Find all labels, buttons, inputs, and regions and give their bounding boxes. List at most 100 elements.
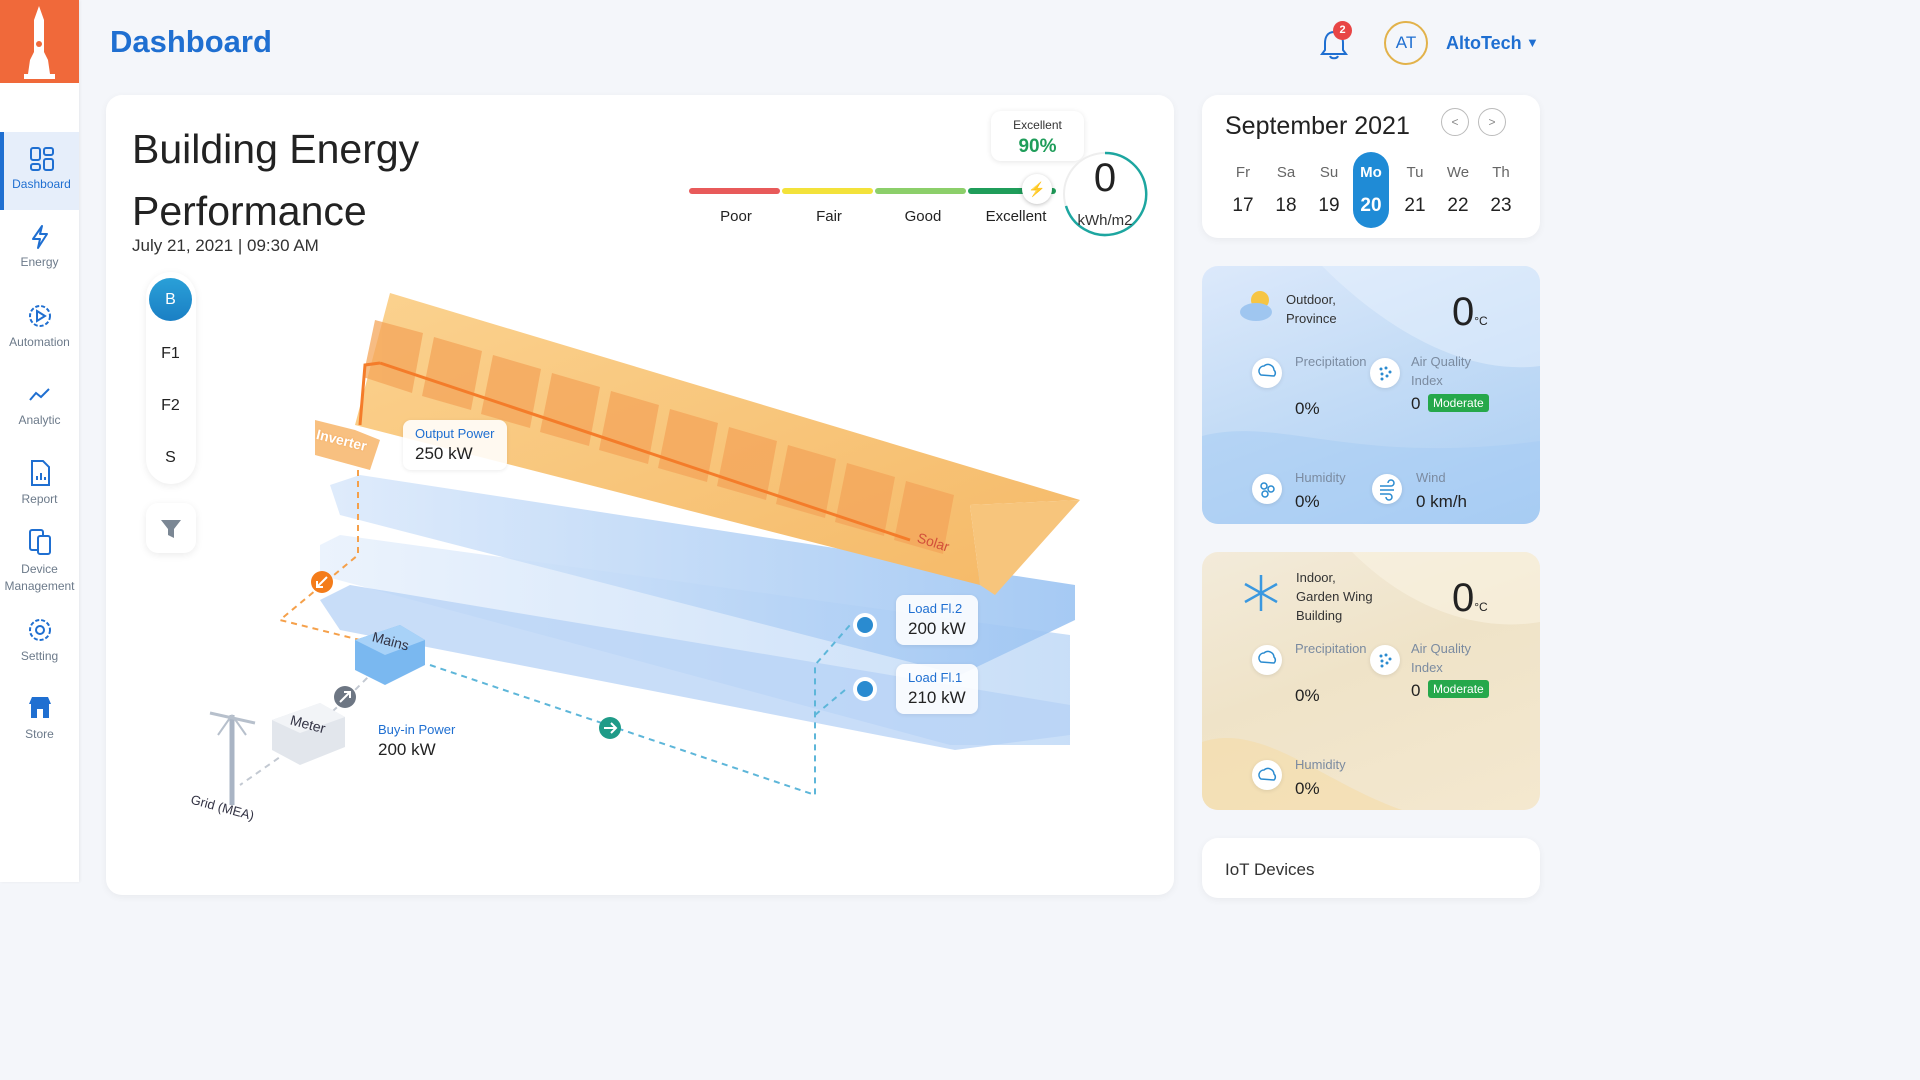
calendar-prev-button[interactable]: < bbox=[1441, 108, 1469, 136]
calendar-day[interactable]: Tu 21 bbox=[1397, 152, 1433, 228]
card-title: Building Energy Performance bbox=[132, 118, 552, 242]
sidebar-item-automation[interactable]: Automation bbox=[0, 302, 79, 349]
outdoor-location: Outdoor, Province bbox=[1286, 292, 1337, 326]
energy-gauge-ring bbox=[1063, 151, 1148, 237]
output-power-label: Output Power bbox=[415, 426, 495, 441]
day-date: 17 bbox=[1232, 195, 1254, 216]
sidebar-item-label-2: Management bbox=[4, 579, 75, 593]
scale-label-poor: Poor bbox=[720, 208, 752, 225]
bolt-icon bbox=[31, 225, 48, 249]
aqi-badge: Moderate bbox=[1428, 680, 1489, 698]
card-title-line2: Performance bbox=[132, 188, 367, 234]
solar-panels bbox=[363, 320, 954, 554]
rating-scale-bar bbox=[689, 188, 1056, 194]
scale-label-good: Good bbox=[904, 208, 942, 225]
air-quality-icon bbox=[1370, 358, 1400, 388]
snowflake-icon bbox=[1240, 572, 1282, 619]
calendar-day[interactable]: Sa 18 bbox=[1268, 152, 1304, 228]
wind-icon bbox=[1372, 474, 1402, 504]
chevron-down-icon[interactable]: ▼ bbox=[1526, 35, 1539, 50]
air-quality-icon bbox=[1370, 645, 1400, 675]
sidebar-item-analytic[interactable]: Analytic bbox=[0, 382, 79, 427]
day-name: We bbox=[1446, 164, 1470, 181]
calendar-day[interactable]: Su 19 bbox=[1311, 152, 1347, 228]
day-name: Fr bbox=[1235, 164, 1251, 181]
store-icon bbox=[28, 697, 51, 718]
energy-value: 0 bbox=[1093, 156, 1117, 200]
page-title: Dashboard bbox=[110, 24, 272, 59]
sidebar-item-label: Dashboard bbox=[12, 177, 71, 191]
sidebar-item-store[interactable]: Store bbox=[0, 694, 79, 741]
calendar-day[interactable]: Fr 17 bbox=[1225, 152, 1261, 228]
sidebar-item-report[interactable]: Report bbox=[0, 459, 79, 506]
notification-badge: 2 bbox=[1333, 21, 1352, 40]
avatar[interactable]: AT bbox=[1384, 21, 1428, 65]
load-fl2-tag[interactable]: Load Fl.2 200 kW bbox=[896, 595, 978, 645]
co2-icon bbox=[1252, 760, 1282, 790]
day-date: 20 bbox=[1360, 195, 1382, 216]
partly-cloudy-icon bbox=[1238, 282, 1274, 322]
energy-unit: kWh/m2 bbox=[1077, 212, 1133, 229]
report-icon bbox=[30, 460, 50, 486]
precipitation-icon bbox=[1252, 645, 1282, 675]
sidebar-item-energy[interactable]: Energy bbox=[0, 224, 79, 269]
day-date: 19 bbox=[1318, 195, 1340, 216]
sidebar-item-dashboard[interactable]: Dashboard bbox=[0, 132, 79, 210]
iot-devices-card bbox=[1202, 838, 1540, 898]
rating-callout-value: 90% bbox=[1018, 136, 1057, 157]
sidebar-item-label: Automation bbox=[9, 335, 70, 349]
gear-icon bbox=[28, 619, 51, 641]
buyin-power-label: Buy-in Power bbox=[378, 722, 456, 737]
humidity-value: 0% bbox=[1295, 779, 1320, 798]
calendar-day[interactable]: Th 23 bbox=[1483, 152, 1519, 228]
filter-icon bbox=[161, 520, 181, 538]
wind-value: 0 km/h bbox=[1416, 492, 1468, 511]
indoor-temperature: 0°C bbox=[1452, 576, 1488, 620]
aqi-value: 0 bbox=[1411, 681, 1421, 700]
humidity-icon bbox=[1252, 474, 1282, 504]
precipitation-icon bbox=[1252, 358, 1282, 388]
buyin-power-tag: Buy-in Power 200 kW bbox=[366, 716, 467, 766]
automation-gear-icon bbox=[28, 305, 51, 327]
day-name: Tu bbox=[1406, 164, 1424, 181]
floor-button-b[interactable]: B bbox=[149, 278, 192, 321]
aqi-label: Air Quality Index bbox=[1411, 354, 1471, 388]
day-date: 22 bbox=[1447, 195, 1469, 216]
precipitation-label: Precipitation bbox=[1295, 354, 1367, 369]
rating-callout: Excellent 90% bbox=[991, 111, 1084, 161]
filter-button[interactable] bbox=[146, 503, 196, 553]
day-name: Th bbox=[1492, 164, 1510, 181]
output-power-value: 250 kW bbox=[415, 444, 473, 463]
load-fl1-value: 210 kW bbox=[908, 688, 966, 707]
user-name[interactable]: AltoTech bbox=[1446, 33, 1522, 53]
sidebar-item-label: Store bbox=[25, 727, 54, 741]
day-date: 23 bbox=[1490, 195, 1512, 216]
dashboard-icon bbox=[29, 147, 54, 171]
wind-label: Wind bbox=[1416, 470, 1446, 485]
floor-button-f2[interactable]: F2 bbox=[161, 397, 180, 414]
aqi-badge: Moderate bbox=[1428, 394, 1489, 412]
load-fl2-label: Load Fl.2 bbox=[908, 601, 963, 616]
sidebar-item-label: Report bbox=[21, 492, 58, 506]
calendar-day-selected[interactable]: Mo 20 bbox=[1353, 152, 1389, 228]
day-date: 18 bbox=[1275, 195, 1297, 216]
precipitation-value: 0% bbox=[1295, 686, 1320, 705]
sidebar-item-setting[interactable]: Setting bbox=[0, 616, 79, 663]
sidebar-item-label: Energy bbox=[20, 255, 59, 269]
scale-marker-bolt-icon: ⚡ bbox=[1022, 174, 1052, 204]
company-logo[interactable] bbox=[0, 0, 79, 83]
load-fl1-label: Load Fl.1 bbox=[908, 670, 963, 685]
building-energy-illustration bbox=[209, 293, 1080, 805]
outdoor-temperature: 0°C bbox=[1452, 290, 1488, 334]
day-name: Su bbox=[1319, 164, 1339, 181]
datetime-label: July 21, 2021 | 09:30 AM bbox=[132, 236, 319, 255]
buyin-power-value: 200 kW bbox=[378, 740, 436, 759]
floor-button-s[interactable]: S bbox=[165, 449, 176, 466]
load-fl1-tag[interactable]: Load Fl.1 210 kW bbox=[896, 664, 978, 714]
sidebar-item-device-management[interactable]: Device Management bbox=[0, 528, 79, 595]
calendar-next-button[interactable]: > bbox=[1478, 108, 1506, 136]
humidity-label: Humidity bbox=[1295, 757, 1346, 772]
scale-label-excellent: Excellent bbox=[985, 208, 1047, 225]
calendar-day[interactable]: We 22 bbox=[1440, 152, 1476, 228]
floor-button-f1[interactable]: F1 bbox=[161, 345, 180, 362]
